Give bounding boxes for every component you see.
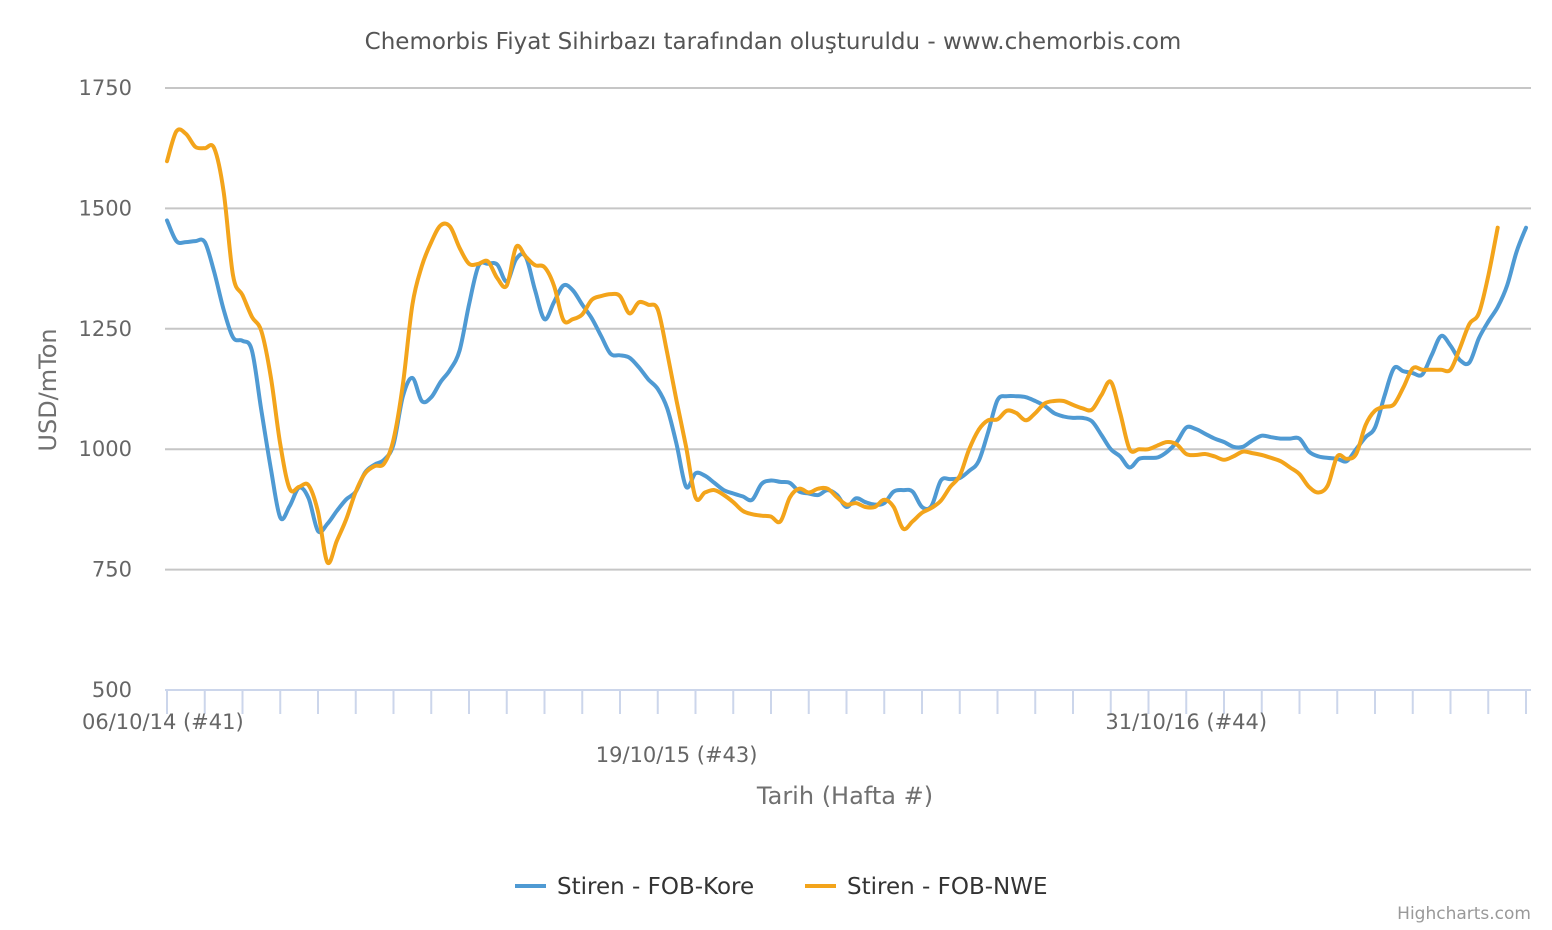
legend-item-2[interactable]: Stiren - FOB-NWE bbox=[805, 874, 1048, 900]
y-tick-label: 1500 bbox=[79, 196, 132, 220]
x-tick-label: 06/10/14 (#41) bbox=[82, 710, 244, 734]
legend-label: Stiren - FOB-NWE bbox=[847, 874, 1048, 900]
grid bbox=[165, 87, 1531, 571]
legend-label: Stiren - FOB-Kore bbox=[557, 874, 754, 900]
x-axis-labels: 06/10/14 (#41) 19/10/15 (#43) 31/10/16 (#4… bbox=[82, 710, 1267, 767]
credits-link[interactable]: Highcharts.com bbox=[1397, 904, 1531, 924]
series-lines bbox=[165, 127, 1528, 566]
y-axis-title: USD/mTon bbox=[34, 328, 62, 451]
x-tick-label: 19/10/15 (#43) bbox=[596, 743, 758, 767]
x-tick-label: 31/10/16 (#44) bbox=[1105, 710, 1267, 734]
x-axis-title: Tarih (Hafta #) bbox=[756, 782, 933, 810]
y-tick-label: 500 bbox=[92, 678, 132, 702]
y-tick-label: 750 bbox=[92, 558, 132, 582]
series-line-1[interactable] bbox=[165, 218, 1528, 535]
y-tick-label: 1250 bbox=[79, 317, 132, 341]
y-axis-ticks: 500 750 1000 1250 1500 1750 bbox=[79, 76, 132, 702]
legend[interactable]: Stiren - FOB-Kore Stiren - FOB-NWE bbox=[515, 874, 1048, 900]
x-axis bbox=[165, 689, 1531, 714]
y-tick-label: 1000 bbox=[79, 437, 132, 461]
y-tick-label: 1750 bbox=[79, 76, 132, 100]
series-line-2[interactable] bbox=[165, 127, 1500, 566]
legend-item-1[interactable]: Stiren - FOB-Kore bbox=[515, 874, 754, 900]
chart-title: Chemorbis Fiyat Sihirbazı tarafından olu… bbox=[365, 29, 1182, 55]
